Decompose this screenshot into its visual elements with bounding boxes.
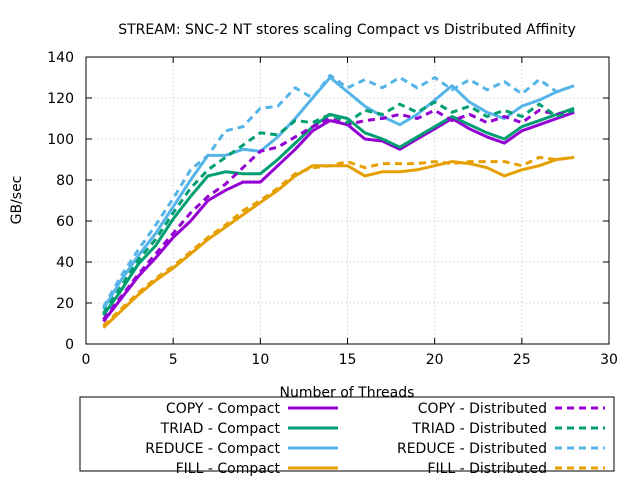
gridlines xyxy=(86,57,609,344)
y-axis-label: GB/sec xyxy=(9,176,25,225)
plot-area-border xyxy=(85,56,610,345)
y-tick-label: 60 xyxy=(56,214,74,230)
legend-label: COPY - Distributed xyxy=(418,401,547,417)
y-tick-label: 100 xyxy=(47,132,74,148)
x-tick-label: 0 xyxy=(82,352,91,368)
legend-label: TRIAD - Distributed xyxy=(411,421,547,437)
series-line-copy-distributed xyxy=(102,108,575,321)
series-layer xyxy=(102,73,575,329)
y-tick-label: 0 xyxy=(65,337,74,353)
y-tick-label: 20 xyxy=(56,296,74,312)
legend-label: COPY - Compact xyxy=(166,401,281,417)
series-line-reduce-compact xyxy=(102,76,575,310)
legend-label: REDUCE - Compact xyxy=(145,441,280,457)
legend-label: TRIAD - Compact xyxy=(160,421,281,437)
y-tick-label: 40 xyxy=(56,255,74,271)
legend: COPY - Compact TRIAD - Compact REDUCE - Co… xyxy=(145,401,605,477)
series-line-reduce-distributed xyxy=(102,73,575,308)
x-tick-label: 25 xyxy=(513,352,531,368)
x-tick-label: 30 xyxy=(600,352,618,368)
legend-box xyxy=(79,396,615,472)
series-line-fill-distributed xyxy=(102,155,575,327)
x-tick-label: 15 xyxy=(339,352,357,368)
legend-label: FILL - Distributed xyxy=(427,461,547,477)
series-line-fill-compact xyxy=(102,155,575,329)
chart-title: STREAM: SNC-2 NT stores scaling Compact … xyxy=(118,22,576,38)
x-tick-label: 5 xyxy=(169,352,178,368)
legend-label: FILL - Compact xyxy=(176,461,281,477)
x-tick-label: 10 xyxy=(251,352,269,368)
legend-label: REDUCE - Distributed xyxy=(397,441,547,457)
x-tick-label: 20 xyxy=(426,352,444,368)
axis-ticks: 0 20 40 60 80 100 120 140 0 5 10 15 20 25 30 xyxy=(47,50,618,368)
y-tick-label: 140 xyxy=(47,50,74,66)
y-tick-label: 120 xyxy=(47,91,74,107)
series-line-triad-compact xyxy=(102,106,575,317)
series-line-triad-distributed xyxy=(102,100,575,315)
y-tick-label: 80 xyxy=(56,173,74,189)
